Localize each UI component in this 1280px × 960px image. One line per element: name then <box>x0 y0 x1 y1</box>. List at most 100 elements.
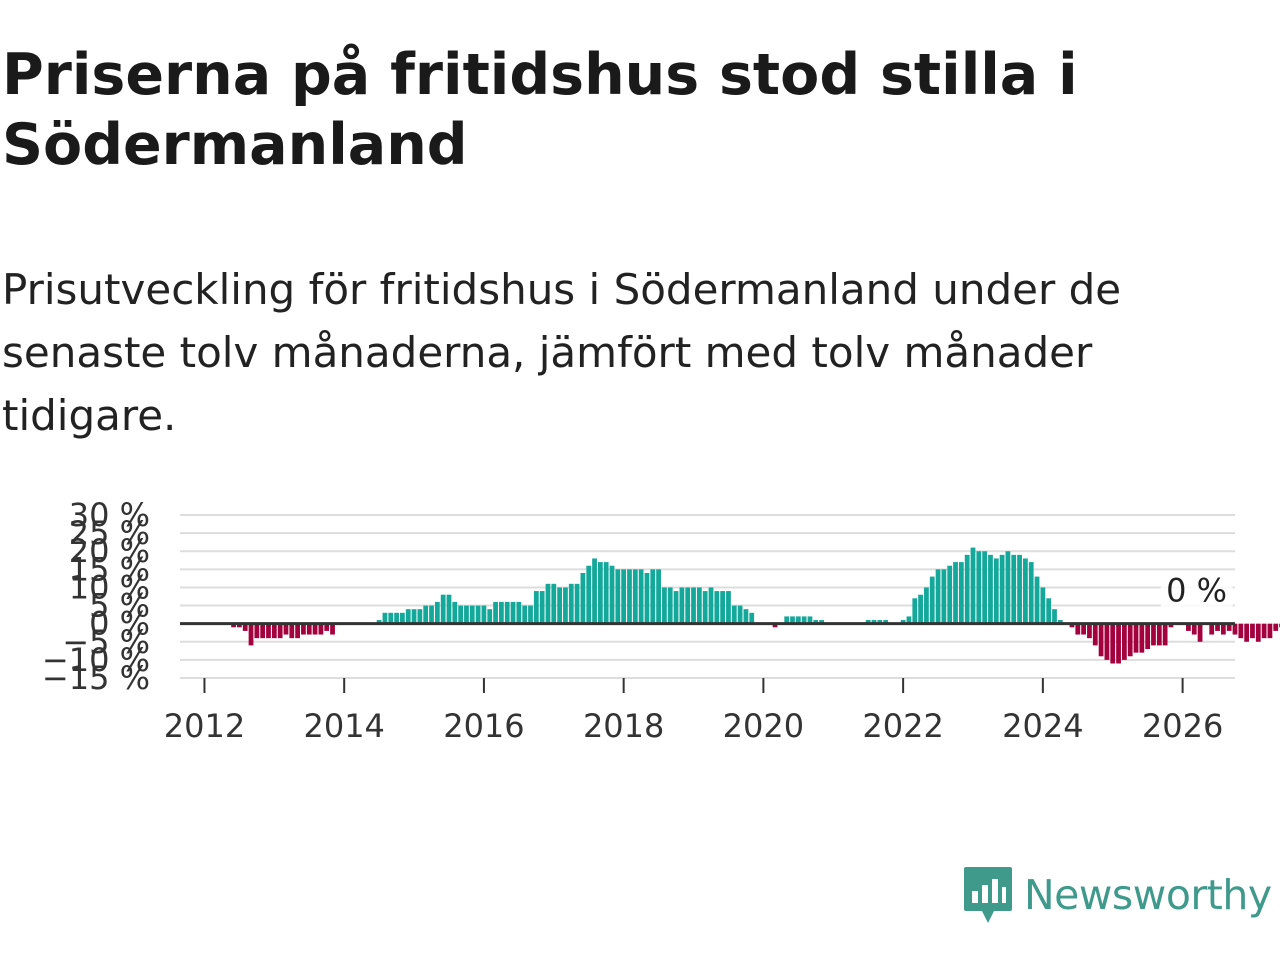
bar <box>301 623 306 635</box>
bar <box>743 609 749 624</box>
bar <box>248 623 254 646</box>
bar <box>1151 623 1156 646</box>
bar <box>499 601 504 624</box>
bar <box>452 601 458 624</box>
bar <box>429 605 434 624</box>
bar <box>819 620 824 624</box>
bar <box>330 623 335 635</box>
x-tick-label: 2020 <box>723 707 804 745</box>
bar <box>568 583 574 624</box>
bar <box>1168 623 1174 628</box>
bar <box>1244 623 1250 642</box>
bar <box>580 572 586 624</box>
y-axis: 30 %25 %20 %15 %10 %5 %0 %−5 %−10 %−15 % <box>42 496 150 697</box>
bar <box>1197 623 1203 642</box>
bar <box>1226 623 1232 631</box>
bar <box>551 583 557 624</box>
x-tick-label: 2018 <box>583 707 664 745</box>
bar <box>1081 623 1086 635</box>
bar <box>1069 623 1075 628</box>
bar <box>1162 623 1168 646</box>
y-tick-label: 0 % <box>89 605 150 643</box>
y-tick-label: −10 % <box>42 641 150 679</box>
x-tick-label: 2022 <box>862 707 943 745</box>
bar <box>656 569 661 624</box>
bar <box>469 605 475 624</box>
bar <box>1052 609 1057 624</box>
bar <box>592 558 597 624</box>
bar <box>726 591 731 624</box>
bar <box>667 587 673 624</box>
bar <box>1023 558 1028 624</box>
y-tick-label: 30 % <box>69 496 150 534</box>
bar <box>1186 623 1191 631</box>
bar <box>1121 623 1127 660</box>
bar <box>1238 623 1244 639</box>
bar <box>283 623 289 635</box>
bar <box>510 601 516 624</box>
bar <box>242 623 248 631</box>
bar <box>982 551 988 624</box>
bar <box>411 609 417 624</box>
bar <box>970 547 976 624</box>
bar <box>446 594 452 624</box>
bar-chart: 30 %25 %20 %15 %10 %5 %0 %−5 %−10 %−15 %… <box>42 496 1280 745</box>
bar <box>574 583 580 624</box>
bar <box>999 554 1005 624</box>
bar <box>900 620 906 624</box>
bar <box>801 616 807 624</box>
bar <box>1057 620 1063 624</box>
bar <box>627 569 632 624</box>
bar <box>1110 623 1116 664</box>
bar <box>696 587 702 624</box>
bar <box>906 616 912 624</box>
bar <box>481 605 487 624</box>
bar <box>1145 623 1151 650</box>
bar <box>1232 623 1238 635</box>
bar <box>924 587 929 624</box>
x-tick-label: 2024 <box>1002 707 1083 745</box>
bar <box>615 569 621 624</box>
bar <box>597 562 603 624</box>
bar <box>632 569 638 624</box>
bar <box>1046 598 1052 624</box>
bar <box>871 620 877 624</box>
x-tick-label: 2014 <box>303 707 384 745</box>
bar <box>1191 623 1197 635</box>
bar <box>458 605 464 624</box>
bar <box>749 612 755 624</box>
bar <box>918 594 923 624</box>
bar <box>434 601 440 624</box>
bar <box>1005 551 1011 624</box>
bar <box>784 616 790 624</box>
bar <box>312 623 318 635</box>
chart-subtitle: Prisutveckling för fritidshus i Söderman… <box>2 265 1122 440</box>
bar <box>539 591 545 624</box>
bar <box>947 565 953 624</box>
bars <box>231 547 1280 664</box>
bar <box>772 623 778 628</box>
bar <box>714 591 720 624</box>
y-tick-label: 5 % <box>89 587 150 625</box>
y-tick-label: 25 % <box>69 514 150 552</box>
bar <box>545 583 551 624</box>
newsworthy-logo: Newsworthy <box>962 862 1272 928</box>
y-tick-label: −15 % <box>42 659 150 697</box>
y-tick-label: 20 % <box>69 532 150 570</box>
bar <box>1261 623 1267 639</box>
bar <box>528 605 533 624</box>
bar <box>394 612 399 624</box>
bar <box>487 609 493 624</box>
x-axis: 2012 2014 2016 2018 2020 2022 2024 2026 <box>164 678 1223 745</box>
bar <box>254 623 260 639</box>
brand-name: Newsworthy <box>1024 871 1272 919</box>
annotation-background <box>1160 573 1233 610</box>
x-tick-label: 2026 <box>1142 707 1223 745</box>
bar <box>1017 554 1022 624</box>
bar <box>522 605 528 624</box>
x-tick-label: 2012 <box>164 707 245 745</box>
bar <box>586 565 592 624</box>
bar <box>464 605 469 624</box>
y-tick-label: 15 % <box>69 550 150 588</box>
bar <box>929 576 935 624</box>
